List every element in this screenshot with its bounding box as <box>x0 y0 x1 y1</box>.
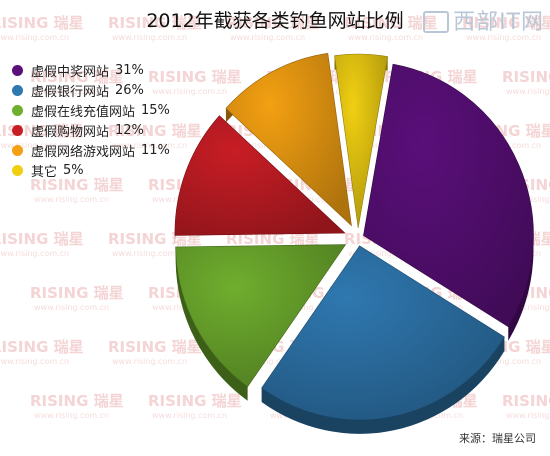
pie-slice-group <box>363 63 534 341</box>
legend-item: 虚假网络游戏网站 11% <box>12 140 170 160</box>
pie-slice-group <box>334 53 389 229</box>
legend-value: 15% <box>141 102 170 118</box>
legend-value: 12% <box>115 122 144 138</box>
legend-item: 虚假购物网站 12% <box>12 120 170 140</box>
legend-swatch <box>12 164 23 176</box>
pie-slice-group <box>175 244 347 401</box>
legend-label: 虚假购物网站 <box>31 124 110 140</box>
legend-value: 26% <box>115 82 144 98</box>
pie-slice <box>174 115 346 236</box>
pie-slice <box>261 245 505 421</box>
pie-slice-group <box>261 245 505 434</box>
legend-label: 虚假中奖网站 <box>31 64 110 80</box>
corner-logo-text: 西部IT网 <box>453 10 544 35</box>
legend-label: 虚假在线充值网站 <box>31 104 136 120</box>
pie-slice <box>225 52 352 227</box>
legend-swatch <box>12 124 23 136</box>
legend: 虚假中奖网站 31% 虚假银行网站 26% 虚假在线充值网站 15% 虚假购物网站 12% 虚假… <box>12 60 170 180</box>
legend-swatch <box>12 64 23 76</box>
pie-slice-group <box>225 52 352 227</box>
legend-swatch <box>12 84 23 96</box>
legend-label: 虚假网络游戏网站 <box>31 144 136 160</box>
source-label: 来源：瑞星公司 <box>459 432 536 445</box>
pie-slice <box>363 63 534 328</box>
legend-value: 5% <box>63 162 84 178</box>
legend-swatch <box>12 104 23 116</box>
chart-title: 2012年截获各类钓鱼网站比例 <box>146 10 404 32</box>
legend-label: 其它 <box>31 164 58 180</box>
pie-slice <box>175 244 347 388</box>
pie-slice-group <box>174 115 346 250</box>
legend-item: 其它 5% <box>12 160 170 180</box>
corner-logo: 西部IT网 <box>423 4 544 36</box>
legend-value: 11% <box>141 142 170 158</box>
legend-item: 虚假银行网站 26% <box>12 80 170 100</box>
legend-swatch <box>12 144 23 156</box>
pie-slice <box>334 53 389 229</box>
legend-label: 虚假银行网站 <box>31 84 110 100</box>
logo-icon <box>423 11 450 33</box>
legend-value: 31% <box>115 62 144 78</box>
legend-item: 虚假中奖网站 31% <box>12 60 170 80</box>
legend-item: 虚假在线充值网站 15% <box>12 100 170 120</box>
